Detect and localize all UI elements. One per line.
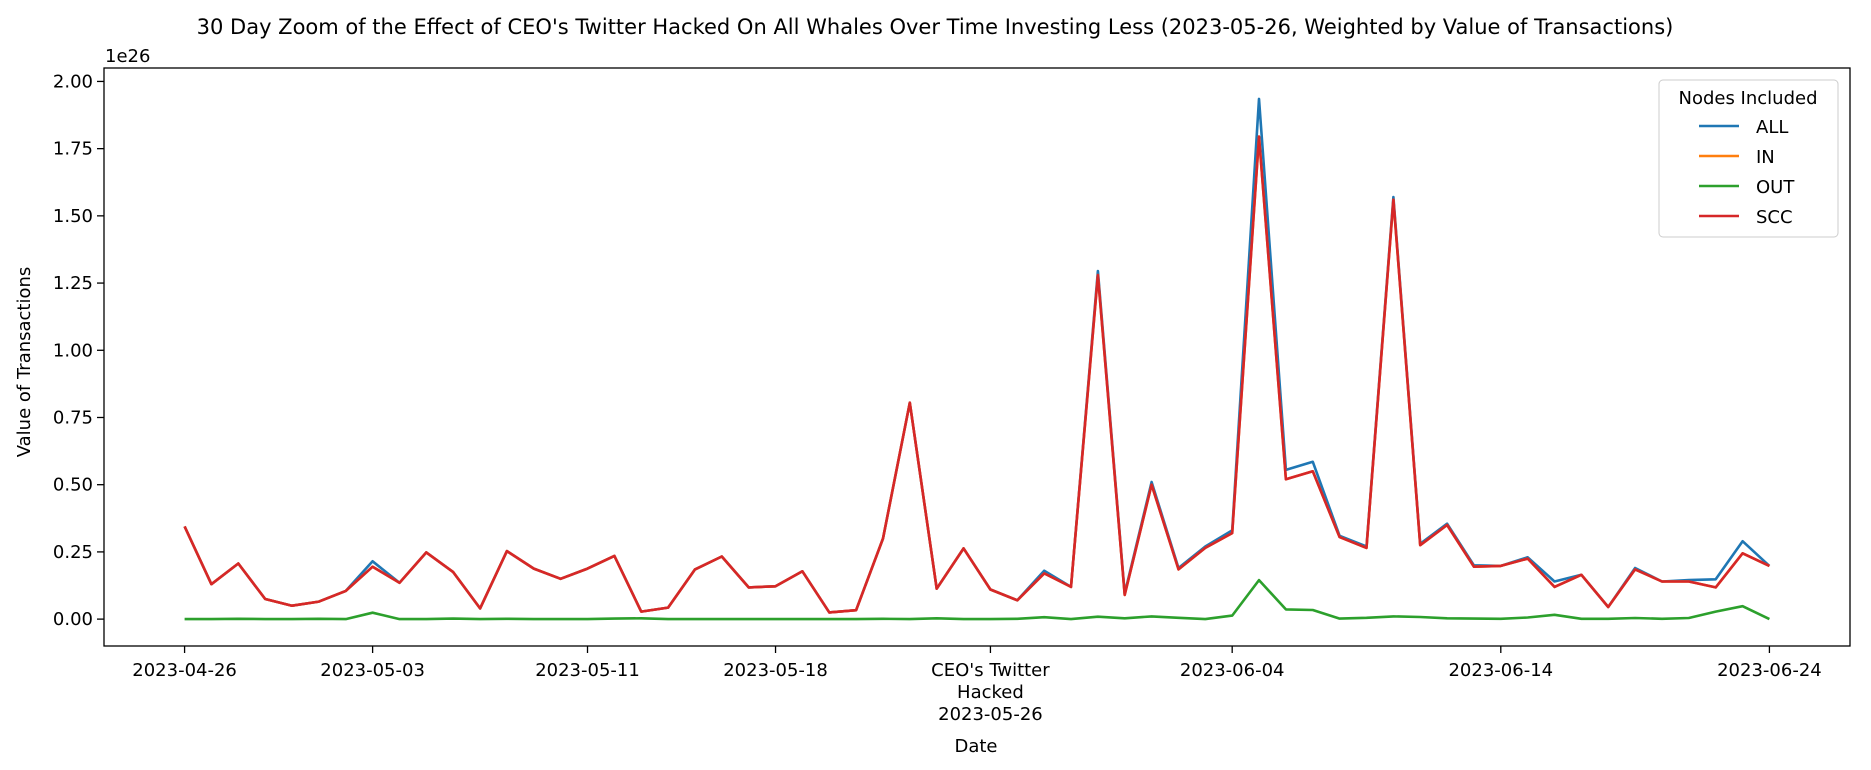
- y-tick-label: 0.75: [53, 407, 93, 428]
- y-tick-label: 1.00: [53, 340, 93, 361]
- y-tick-label: 0.50: [53, 475, 93, 496]
- chart-title: 30 Day Zoom of the Effect of CEO's Twitt…: [197, 15, 1674, 39]
- axis-ticks: 0.00 0.25 0.50 0.75 1.00 1.25 1.50 1.75 2.00 2023…: [53, 71, 1822, 725]
- y-axis-multiplier: 1e26: [105, 46, 150, 67]
- series-line-out: [184, 578, 1770, 621]
- x-tick-label: 2023-05-18: [723, 660, 828, 681]
- x-tick-label: 2023-04-26: [132, 660, 237, 681]
- y-tick-label: 1.25: [53, 273, 93, 294]
- series-line-all: [183, 97, 1771, 614]
- x-tick-label: 2023-06-04: [1180, 660, 1285, 681]
- y-tick-label: 1.75: [53, 139, 93, 160]
- legend-title: Nodes Included: [1678, 88, 1817, 109]
- legend-box: [1658, 79, 1839, 238]
- y-axis-label: Value of Transactions: [14, 267, 35, 458]
- series-line-in: [183, 135, 1770, 614]
- legend-label-in: IN: [1756, 147, 1775, 168]
- x-tick-label: 2023-05-03: [320, 660, 425, 681]
- plot-frame: [103, 67, 1851, 647]
- y-tick-label: 0.00: [53, 609, 93, 630]
- x-tick-label: 2023-06-24: [1717, 660, 1822, 681]
- legend: Nodes Included ALL IN OUT SCC: [1658, 79, 1839, 238]
- series-lines: [183, 97, 1771, 621]
- x-tick-label: CEO's Twitter Hacked 2023-05-26: [931, 660, 1050, 725]
- x-axis-label: Date: [954, 736, 997, 757]
- series-line-scc: [183, 135, 1770, 614]
- y-tick-label: 2.00: [53, 71, 93, 92]
- legend-label-all: ALL: [1756, 117, 1788, 138]
- x-tick-label: 2023-05-11: [535, 660, 640, 681]
- legend-label-scc: SCC: [1756, 207, 1793, 228]
- x-tick-label: 2023-06-14: [1448, 660, 1553, 681]
- legend-label-out: OUT: [1756, 177, 1795, 198]
- y-tick-label: 0.25: [53, 542, 93, 563]
- y-tick-label: 1.50: [53, 206, 93, 227]
